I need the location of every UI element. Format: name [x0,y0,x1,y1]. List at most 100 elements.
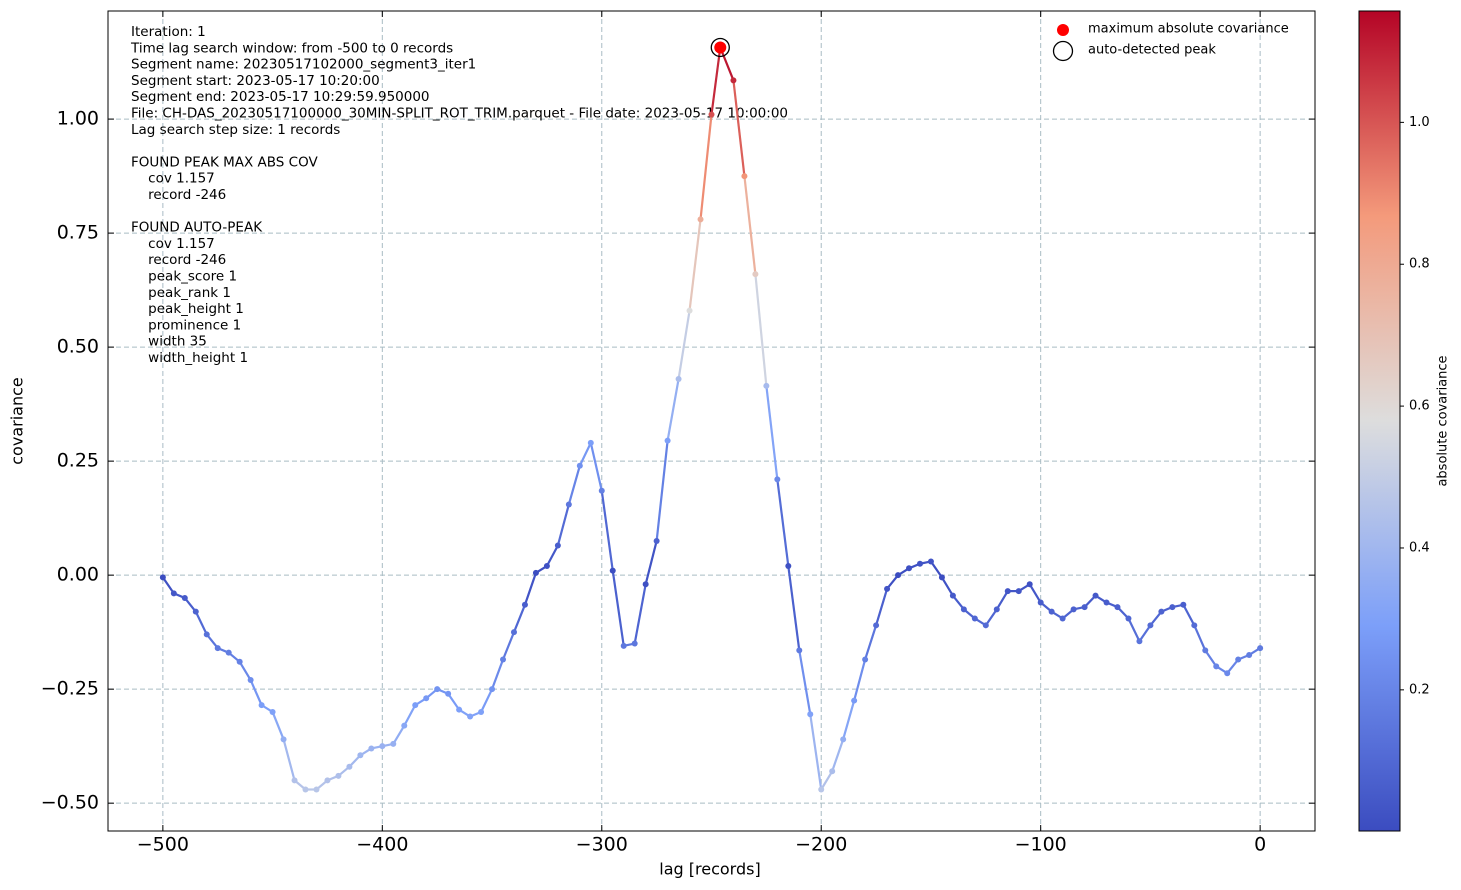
line-segment [798,650,812,715]
line-segment [1193,624,1207,651]
data-point [203,631,210,638]
y-tick-label: −0.25 [41,678,99,700]
line-segment [480,688,494,713]
data-point [1125,615,1132,622]
data-point [346,763,353,770]
data-point [335,772,342,779]
line-segment [831,738,845,772]
line-segment [787,565,801,651]
data-point [916,560,923,567]
data-point [631,640,638,647]
line-segment [732,80,746,177]
data-point [1257,645,1264,652]
line-segment [743,175,757,275]
annotation: record -246 [131,252,226,268]
data-point [1092,592,1099,599]
data-point [478,708,485,715]
data-point [521,601,528,608]
legend-label: maximum absolute covariance [1088,22,1289,37]
data-point [609,567,616,574]
line-segment [271,711,285,740]
colorbar-tick-label: 0.2 [1409,682,1430,697]
data-point [763,382,770,389]
line-segment [578,442,592,467]
data-point [971,615,978,622]
line-segment [677,310,691,380]
line-segment [249,679,263,706]
data-point [1114,604,1121,611]
data-point [960,606,967,613]
data-point [774,476,781,483]
line-segment [1028,583,1042,604]
line-segment [875,588,889,626]
line-segment [688,219,702,311]
data-point [1004,588,1011,595]
data-point [390,740,397,747]
line-segment [1127,617,1141,642]
data-point [1026,581,1033,588]
y-tick-label: 0.00 [57,564,99,586]
annotation: peak_height 1 [131,301,244,317]
data-point [445,690,452,697]
line-segment [984,608,998,626]
data-point [324,777,331,784]
annotation: Segment name: 20230517102000_segment3_it… [131,57,476,73]
line-segment [864,624,878,660]
data-point [181,594,188,601]
annotation: peak_rank 1 [131,285,231,301]
data-point [379,743,386,750]
y-axis-label: covariance [8,377,27,464]
data-point [1037,599,1044,606]
max-cov-marker [714,41,727,54]
data-point [467,713,474,720]
line-segment [403,704,417,727]
data-point [906,565,913,572]
data-point [302,786,309,793]
data-point [993,606,1000,613]
data-point [1235,656,1242,663]
data-point [565,501,572,508]
annotation: Segment end: 2023-05-17 10:29:59.950000 [131,89,430,105]
x-tick-label: −300 [576,834,628,856]
line-segment [567,465,581,505]
data-point [1169,604,1176,611]
x-tick-label: −200 [795,834,847,856]
line-segment [491,659,505,690]
x-axis-label: lag [records] [659,860,760,879]
data-point [192,608,199,615]
data-point [620,642,627,649]
line-segment [447,693,461,711]
line-segment [710,47,722,115]
data-point [543,563,550,570]
line-segment [194,611,208,635]
data-point [675,376,682,383]
annotation: Lag search step size: 1 records [131,122,340,138]
annotation: peak_score 1 [131,269,237,285]
line-segment [776,479,790,567]
line-segment [930,560,943,579]
line-segment [809,714,823,790]
line-segment [600,490,614,571]
line-segment [765,385,779,480]
annotation: Iteration: 1 [131,24,206,40]
data-point [401,722,408,729]
data-point [368,745,375,752]
data-point [170,590,177,597]
colorbar-tick-label: 1.0 [1409,115,1430,130]
auto-peak-marker [710,37,730,58]
data-point [313,786,320,793]
data-point [1180,601,1187,608]
colorbar-tick-label: 0.8 [1409,257,1430,272]
line-segment [523,572,537,606]
annotation: FOUND PEAK MAX ABS COV [131,154,318,170]
data-point [807,711,814,718]
line-segment [820,770,834,791]
line-segment [666,378,680,441]
data-point [357,752,364,759]
x-tick-label: −500 [137,834,189,856]
data-point [434,686,441,693]
legend-label: auto-detected peak [1088,43,1216,58]
line-segment [589,442,603,492]
data-point [412,702,419,709]
